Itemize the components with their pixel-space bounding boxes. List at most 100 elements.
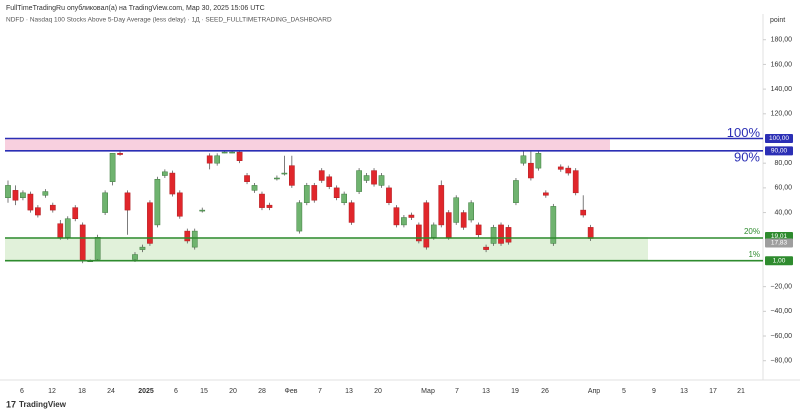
x-tick-label: Мар — [421, 388, 435, 395]
candle-body — [587, 227, 594, 239]
candle-body — [378, 175, 385, 186]
x-tick-label: 13 — [482, 388, 490, 395]
x-tick-label: 28 — [258, 388, 266, 395]
candle-body — [259, 193, 265, 208]
chart-title: NDFD · Nasdaq 100 Stocks Above 5-Day Ave… — [6, 17, 332, 24]
level-label: 90% — [734, 149, 760, 164]
x-tick-label: 20 — [229, 388, 237, 395]
price-tag-label: 19,01 — [771, 233, 788, 240]
candle-body — [281, 172, 288, 175]
candle-body — [401, 217, 407, 226]
candle-body — [214, 155, 221, 164]
price-tag-label: 1,00 — [773, 257, 786, 264]
candle-body — [191, 230, 198, 248]
candle-body — [528, 162, 534, 179]
candle-body — [303, 185, 310, 203]
candle-body — [162, 171, 168, 176]
x-tick-label: 13 — [680, 388, 688, 395]
candle-body — [513, 180, 519, 203]
candle-body — [356, 170, 362, 192]
candle-body — [483, 246, 489, 250]
candle-body — [229, 151, 235, 154]
candle-body — [445, 212, 452, 238]
candle-body — [423, 202, 430, 248]
y-tick-label: −60,00 — [770, 333, 792, 340]
candle-body — [109, 153, 116, 182]
candle-body — [468, 202, 474, 221]
candle-body — [311, 185, 318, 201]
level-label: 1% — [748, 250, 760, 259]
candle-body — [416, 224, 422, 242]
y-tick-label: −80,00 — [770, 358, 792, 365]
candle-body — [475, 224, 482, 236]
x-tick-label: 7 — [318, 388, 322, 395]
candle-body — [5, 185, 11, 199]
zone — [5, 138, 610, 151]
candle-body — [326, 176, 333, 187]
candle-body — [12, 190, 19, 201]
candle-body — [20, 192, 26, 199]
candle-body — [57, 223, 64, 238]
candle-body — [42, 191, 49, 196]
candle-body — [206, 155, 213, 164]
x-tick-label: 20 — [374, 388, 382, 395]
candle-body — [460, 212, 467, 228]
candle-body — [221, 151, 228, 154]
price-tag — [765, 146, 793, 156]
candle-body — [266, 204, 273, 208]
candle-body — [318, 170, 325, 181]
published: FullTimeTradingRu опубликовал(а) на Trad… — [6, 4, 265, 12]
candle-body — [371, 170, 377, 185]
x-tick-label: 7 — [455, 388, 459, 395]
candle-body — [393, 207, 400, 226]
y-axis-label: point — [770, 17, 785, 24]
candle-body — [520, 155, 527, 164]
logo: 17 — [6, 399, 16, 409]
level-label: 100% — [727, 125, 761, 140]
y-tick-label: 60,00 — [774, 185, 792, 192]
y-tick-label: 140,00 — [771, 86, 793, 93]
x-tick-label: 17 — [709, 388, 717, 395]
zone — [5, 237, 648, 261]
candle-body — [386, 187, 392, 203]
price-tag-label: 17,83 — [771, 240, 788, 247]
x-tick-label: 2025 — [138, 388, 154, 395]
price-tag — [765, 256, 793, 266]
x-tick-label: 6 — [20, 388, 24, 395]
candle-body — [236, 151, 243, 161]
candle-body — [453, 197, 460, 223]
candle-body — [430, 224, 437, 238]
price-tag — [765, 133, 793, 143]
candle-body — [35, 207, 41, 216]
candle-body — [27, 193, 34, 211]
candle-body — [550, 206, 557, 244]
candle-body — [251, 185, 258, 191]
x-tick-label: 26 — [541, 388, 549, 395]
candle-body — [199, 209, 206, 212]
candle-body — [296, 202, 303, 232]
candle-body — [117, 153, 123, 155]
candle-body — [535, 153, 542, 169]
candle-body — [490, 227, 497, 244]
x-tick-label: 15 — [200, 388, 208, 395]
candle-body — [154, 178, 161, 226]
candle-body — [124, 192, 131, 211]
x-tick-label: 24 — [107, 388, 115, 395]
candle-body — [498, 224, 504, 244]
candle-body — [341, 193, 347, 203]
candle-body — [572, 170, 579, 194]
x-tick-label: 18 — [78, 388, 86, 395]
x-tick-label: 19 — [511, 388, 519, 395]
price-tag-label: 100,00 — [769, 135, 789, 142]
candle-body — [363, 175, 370, 181]
candle-body — [94, 237, 101, 260]
candle-body — [557, 166, 564, 170]
candle-body — [348, 202, 355, 223]
x-tick-label: 13 — [345, 388, 353, 395]
x-tick-label: Фев — [285, 388, 298, 395]
x-tick-label: 6 — [174, 388, 178, 395]
price-tag-label: 90,00 — [771, 148, 788, 155]
level-label: 20% — [744, 227, 760, 236]
